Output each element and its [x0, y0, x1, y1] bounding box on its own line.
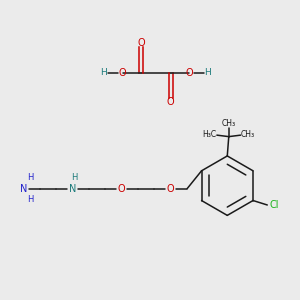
Text: O: O [137, 38, 145, 48]
Text: O: O [118, 68, 126, 78]
Text: O: O [167, 184, 175, 194]
Text: N: N [20, 184, 27, 194]
Text: CH₃: CH₃ [222, 119, 236, 128]
Text: O: O [118, 184, 126, 194]
Text: H: H [71, 173, 77, 182]
Text: H: H [27, 173, 33, 182]
Text: H₃C: H₃C [202, 130, 217, 139]
Text: H: H [100, 68, 107, 77]
Text: Cl: Cl [269, 200, 279, 210]
Text: O: O [186, 68, 193, 78]
Text: CH₃: CH₃ [241, 130, 255, 139]
Text: O: O [167, 98, 175, 107]
Text: N: N [69, 184, 76, 194]
Text: H: H [27, 195, 33, 204]
Text: H: H [205, 68, 211, 77]
